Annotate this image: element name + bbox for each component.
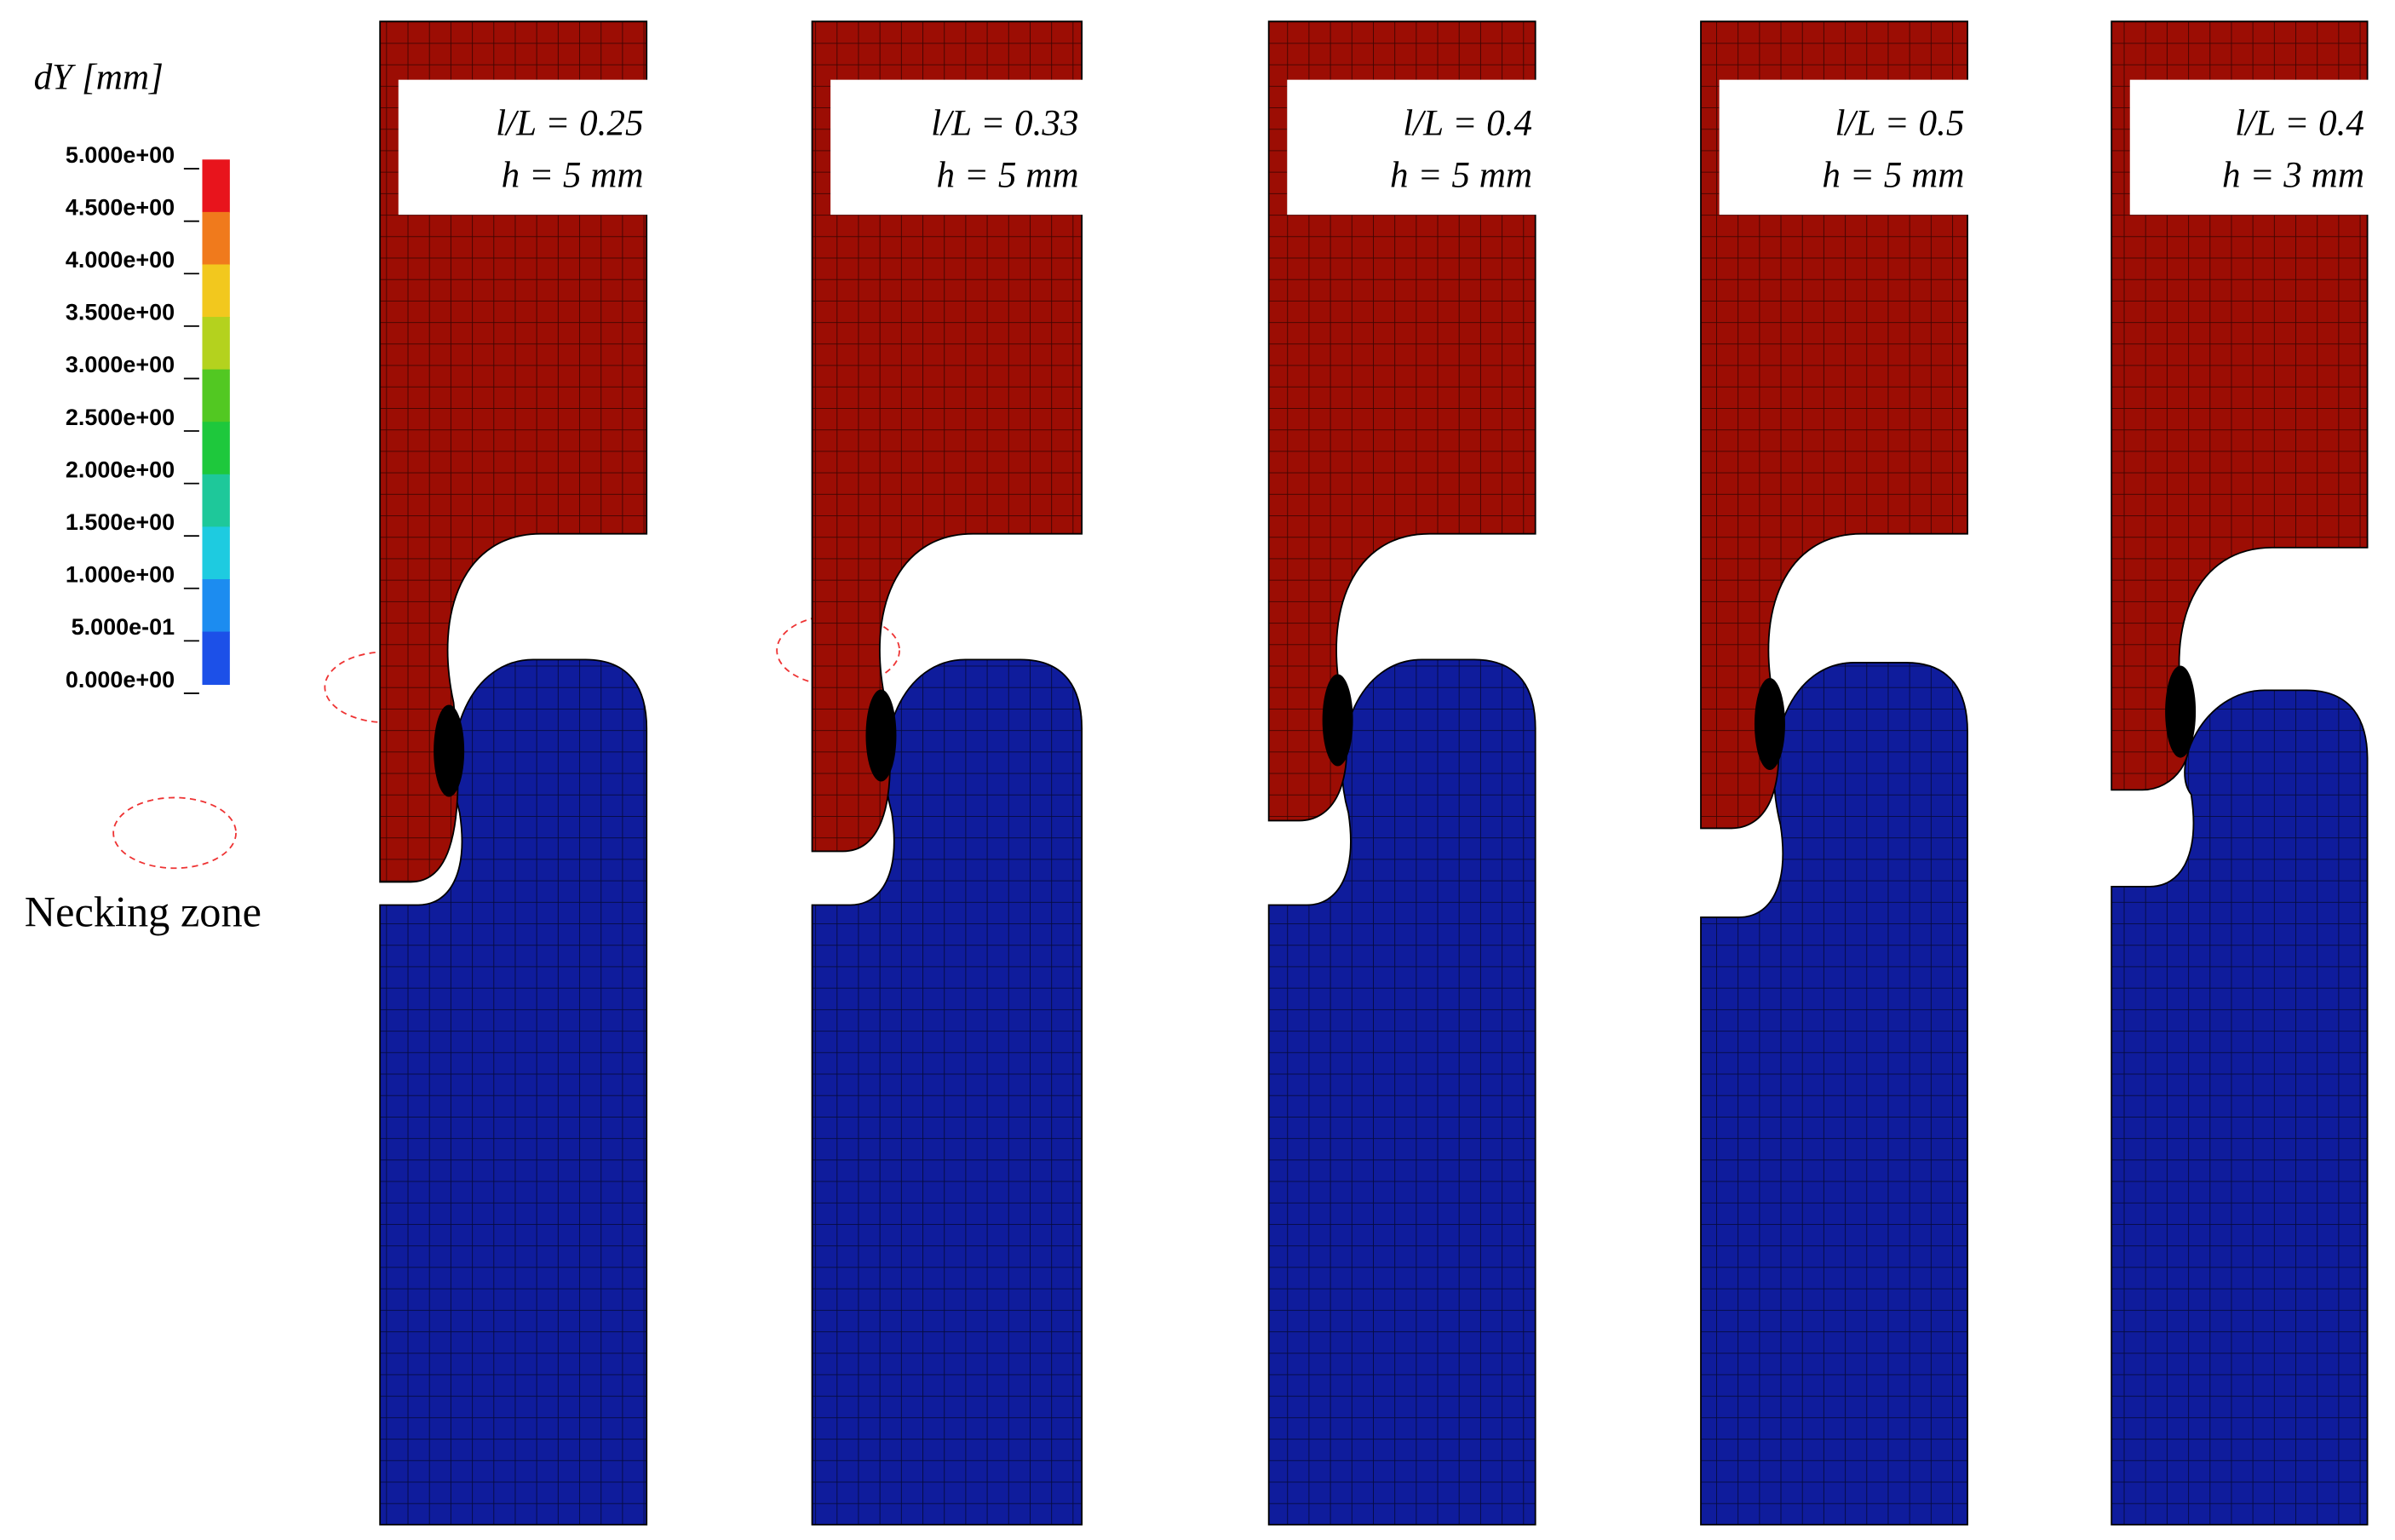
mesh — [1701, 21, 1968, 829]
mesh — [380, 659, 647, 1525]
mesh — [812, 659, 1083, 1525]
tick-label: 3.500e+00 — [66, 300, 175, 325]
colorbar-segment — [202, 211, 230, 266]
colorbar-segment — [202, 317, 230, 371]
label-box — [1287, 79, 1539, 215]
neck — [1322, 674, 1353, 767]
height-label: h = 5 mm — [1390, 156, 1532, 196]
colorbar-segment — [202, 159, 230, 213]
height-label: h = 5 mm — [937, 156, 1079, 196]
mesh — [1268, 21, 1536, 821]
tick-label: 1.500e+00 — [66, 509, 175, 535]
mesh — [380, 21, 647, 882]
tick-label: 5.000e-01 — [72, 614, 175, 640]
mesh — [1701, 662, 1968, 1525]
label-box — [830, 79, 1085, 215]
panel: l/L = 0.33 h = 5 mm — [811, 20, 1085, 1526]
height-label: h = 3 mm — [2222, 156, 2364, 196]
height-label: h = 5 mm — [1822, 156, 1964, 196]
tick-label: 2.000e+00 — [66, 457, 175, 482]
colorbar-segment — [202, 422, 230, 475]
legend-title: dY [mm] — [34, 57, 164, 97]
tick-label: 4.000e+00 — [66, 247, 175, 273]
neck — [434, 704, 465, 797]
label-box — [2129, 79, 2371, 215]
ratio-label: l/L = 0.33 — [931, 103, 1078, 143]
colorbar-segment — [202, 578, 230, 633]
panel: l/L = 0.5 h = 5 mm — [1700, 20, 1971, 1526]
tick-label: 4.500e+00 — [66, 194, 175, 220]
ratio-label: l/L = 0.4 — [2235, 103, 2364, 143]
label-box — [398, 79, 650, 215]
colorbar: 5.000e+00 4.500e+00 4.000e+00 3.500e+00 3.00… — [66, 142, 230, 694]
colorbar-segment — [202, 526, 230, 580]
mesh — [812, 21, 1083, 852]
ratio-label: l/L = 0.4 — [1403, 103, 1532, 143]
annotation: Necking zone — [25, 888, 261, 936]
panel: l/L = 0.25 h = 5 mm — [379, 20, 650, 1526]
colorbar-segment — [202, 369, 230, 423]
tick-label: 5.000e+00 — [66, 142, 175, 168]
colorbar-segment — [202, 631, 230, 686]
height-label: h = 5 mm — [502, 156, 644, 196]
mesh — [1268, 659, 1536, 1525]
colorbar-segment — [202, 264, 230, 318]
neck — [2165, 665, 2197, 758]
label-box — [1719, 79, 1971, 215]
tick-label: 1.000e+00 — [66, 562, 175, 588]
tick-label: 2.500e+00 — [66, 405, 175, 430]
panel: l/L = 0.4 h = 3 mm — [2111, 20, 2371, 1526]
tick-label: 3.000e+00 — [66, 352, 175, 377]
colorbar-segment — [202, 474, 230, 528]
panel: l/L = 0.4 h = 5 mm — [1267, 20, 1539, 1526]
tick-label: 0.000e+00 — [66, 667, 175, 692]
mesh — [2111, 690, 2368, 1525]
ratio-label: l/L = 0.5 — [1835, 103, 1965, 143]
neck — [1754, 677, 1785, 770]
ratio-label: l/L = 0.25 — [496, 103, 643, 143]
neck — [865, 689, 897, 782]
marker — [112, 796, 237, 870]
